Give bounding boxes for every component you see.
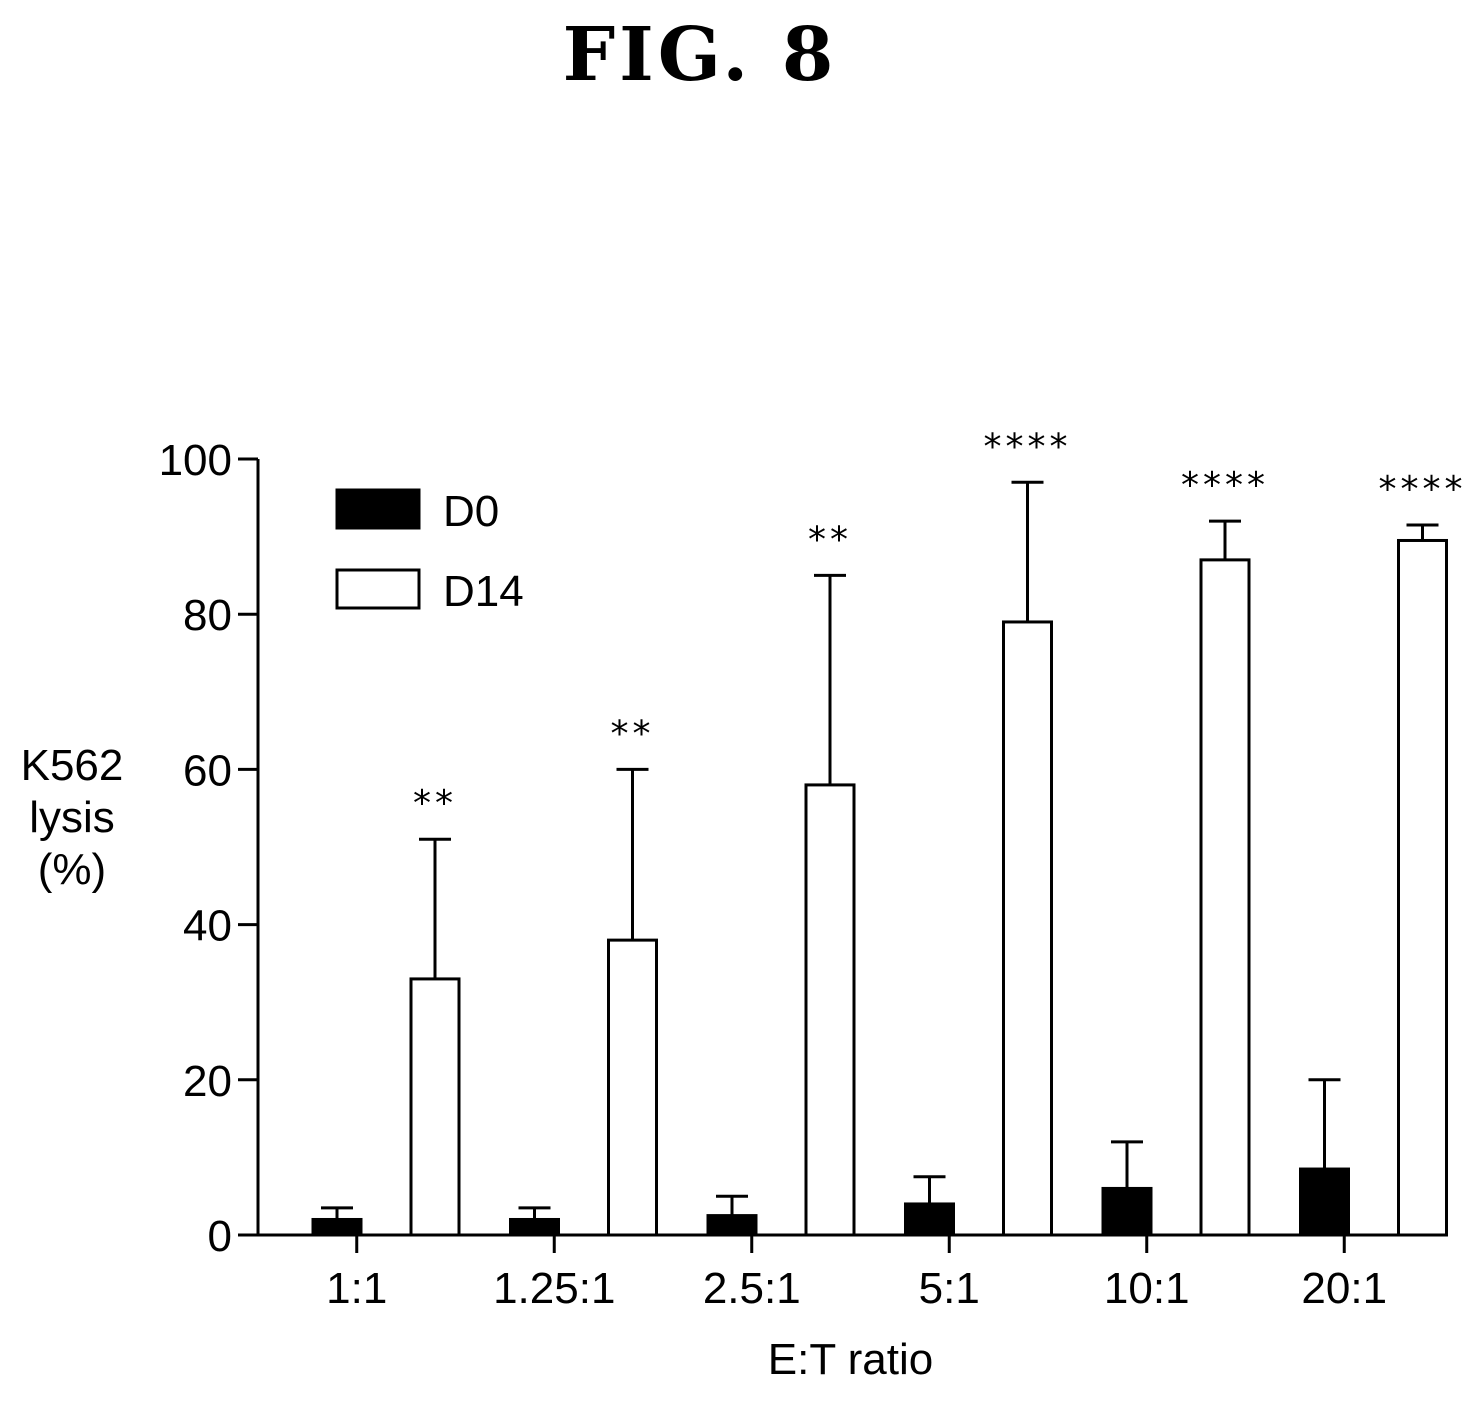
y-tick-label: 0: [208, 1212, 232, 1261]
x-tick-label: 5:1: [919, 1264, 980, 1313]
bar-d14: [607, 938, 658, 1237]
y-tick-label: 100: [159, 436, 232, 485]
x-tick-label: 2.5:1: [703, 1264, 801, 1313]
significance-label: **: [611, 713, 655, 754]
legend-swatch-d0: [335, 488, 421, 530]
y-axis-title-line: lysis: [29, 793, 115, 842]
x-tick-label: 1.25:1: [493, 1264, 615, 1313]
x-tick-label: 20:1: [1301, 1264, 1387, 1313]
legend-label-d0: D0: [443, 487, 499, 536]
significance-label: **: [413, 783, 457, 824]
significance-label: **: [808, 519, 852, 560]
bar-d0: [1299, 1167, 1350, 1237]
x-tick-label: 10:1: [1104, 1264, 1190, 1313]
y-axis: 0 20 40 60 80 100: [159, 436, 260, 1261]
significance-label: ****: [1379, 469, 1465, 510]
y-tick-label: 80: [183, 591, 232, 640]
bar-d0: [311, 1217, 363, 1237]
bars: ************** ****: [311, 426, 1465, 1237]
bar-d14: [1002, 620, 1053, 1237]
bar-d0: [904, 1202, 955, 1237]
y-axis-title-line: K562: [21, 741, 124, 790]
legend-label-d14: D14: [443, 567, 524, 616]
bar-d14: [804, 783, 856, 1237]
x-tick-label: 1:1: [326, 1264, 387, 1313]
x-axis: 1:1 1.25:1 2.5:1 5:1 10:1 20:1: [258, 1233, 1443, 1313]
bar-d0: [509, 1217, 560, 1237]
bar-d14: [1397, 538, 1448, 1237]
bar-d14: [1199, 558, 1251, 1237]
y-axis-title-line: (%): [38, 845, 106, 894]
y-tick-label: 20: [183, 1057, 232, 1106]
figure-title: FIG. 8: [562, 12, 838, 98]
y-tick-label: 40: [183, 902, 232, 951]
significance-label: ****: [1181, 465, 1269, 506]
bar-d0: [706, 1214, 758, 1237]
legend: D0 D14: [335, 487, 524, 616]
y-tick-label: 60: [183, 746, 232, 795]
x-axis-title: E:T ratio: [768, 1335, 933, 1384]
bar-d14: [409, 977, 461, 1237]
significance-label: ****: [984, 426, 1072, 467]
legend-swatch-d14: [335, 568, 421, 610]
bar-d0: [1101, 1186, 1153, 1237]
